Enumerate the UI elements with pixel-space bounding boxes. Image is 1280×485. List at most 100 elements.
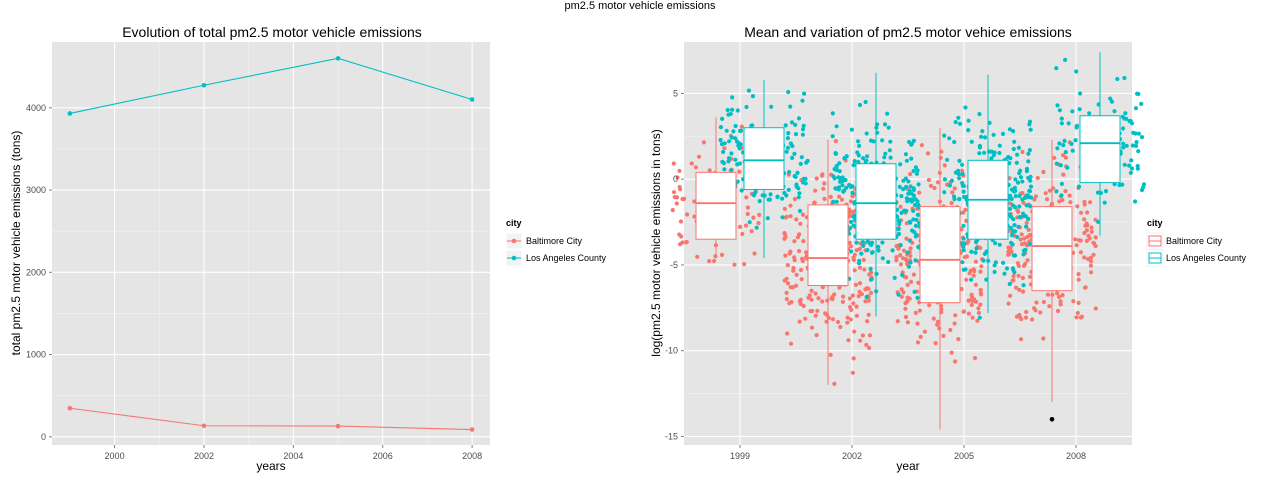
jitter-point [1002, 271, 1007, 276]
jitter-point [1026, 227, 1031, 232]
jitter-point [1074, 69, 1079, 74]
jitter-point [1022, 236, 1027, 241]
jitter-point [798, 297, 803, 302]
jitter-point [833, 139, 839, 144]
jitter-point [828, 194, 833, 199]
jitter-point [846, 338, 851, 343]
jitter-point [820, 299, 825, 304]
jitter-point [788, 214, 793, 219]
series-line [69, 57, 473, 115]
jitter-point [801, 176, 806, 181]
jitter-point [1027, 274, 1033, 279]
jitter-point [953, 170, 959, 175]
jitter-point [797, 249, 802, 254]
jitter-point [1063, 57, 1068, 63]
jitter-point [974, 246, 979, 251]
jitter-point [838, 324, 843, 330]
jitter-point [904, 184, 909, 190]
jitter-point [1011, 146, 1016, 152]
jitter-point [904, 158, 910, 163]
jitter-point [1122, 162, 1127, 167]
jitter-point [785, 263, 790, 268]
jitter-point [987, 120, 992, 125]
jitter-point [909, 156, 914, 161]
jitter-point [732, 262, 737, 267]
jitter-point [728, 111, 733, 117]
jitter-point [857, 281, 863, 286]
data-point [469, 427, 475, 432]
jitter-point [813, 188, 818, 193]
jitter-point [1017, 193, 1022, 198]
jitter-point [840, 183, 845, 188]
jitter-point [1093, 243, 1098, 249]
jitter-point [866, 298, 872, 303]
jitter-point [841, 294, 846, 299]
jitter-point [868, 266, 873, 271]
jitter-point [977, 151, 982, 156]
jitter-point [1057, 199, 1062, 204]
jitter-point [1065, 165, 1070, 170]
jitter-point [850, 209, 855, 214]
jitter-point [864, 294, 869, 300]
jitter-point [982, 150, 987, 155]
jitter-point [850, 293, 856, 298]
jitter-point [971, 273, 976, 278]
jitter-point [1076, 277, 1081, 282]
jitter-point [960, 260, 965, 265]
line-chart: Evolution of total pm2.5 motor vehicle e… [9, 24, 607, 473]
jitter-point [1078, 250, 1083, 255]
jitter-point [956, 172, 962, 177]
jitter-point [909, 279, 914, 284]
jitter-point [1026, 159, 1031, 164]
jitter-point [907, 219, 912, 224]
jitter-point [956, 115, 961, 120]
jitter-point [848, 199, 854, 204]
jitter-point [912, 202, 918, 208]
jitter-point [821, 186, 826, 191]
jitter-point [982, 135, 988, 140]
jitter-point [1139, 135, 1145, 140]
jitter-point [1124, 116, 1129, 121]
jitter-point [906, 179, 911, 184]
legend-title: city [1147, 218, 1163, 228]
box-chart-x-label: year [896, 459, 919, 473]
jitter-point [799, 277, 804, 282]
jitter-point [916, 244, 921, 250]
jitter-point [721, 161, 727, 166]
jitter-point [854, 248, 859, 253]
jitter-point [848, 219, 854, 224]
legend-key-point [511, 255, 517, 261]
jitter-point [739, 124, 744, 129]
jitter-point [952, 321, 957, 326]
jitter-point [905, 250, 910, 255]
jitter-point [1063, 150, 1068, 155]
jitter-point [797, 191, 802, 196]
box-chart-boxes [695, 52, 1121, 430]
jitter-point [953, 120, 958, 125]
jitter-point [733, 157, 738, 162]
legend-label: Los Angeles County [1166, 253, 1247, 263]
jitter-point [857, 289, 862, 294]
jitter-point [815, 308, 820, 313]
jitter-point [969, 294, 975, 299]
jitter-point [903, 314, 909, 320]
jitter-point [1133, 143, 1139, 148]
jitter-point [866, 312, 871, 317]
jitter-point [787, 170, 792, 175]
jitter-point [724, 128, 729, 133]
jitter-point [898, 262, 904, 267]
jitter-point [1010, 278, 1015, 283]
jitter-point [785, 281, 791, 286]
jitter-point [842, 188, 847, 193]
jitter-point [1012, 139, 1017, 144]
jitter-point [882, 155, 887, 160]
jitter-point [834, 163, 839, 168]
jitter-point [793, 132, 799, 137]
jitter-point [782, 206, 787, 211]
jitter-point [728, 168, 734, 173]
jitter-point [749, 123, 754, 128]
jitter-point [784, 149, 789, 154]
jitter-point [1006, 154, 1011, 160]
jitter-point [913, 258, 918, 263]
jitter-point [882, 122, 888, 127]
